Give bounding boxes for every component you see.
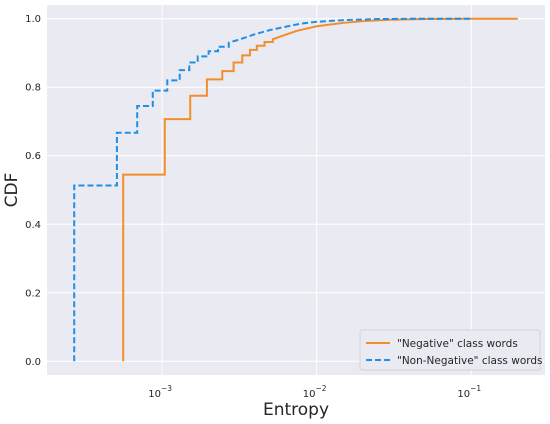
y-tick-label: 0.2 <box>25 288 41 299</box>
legend-label-non-negative: "Non-Negative" class words <box>397 355 543 367</box>
x-axis-title: Entropy <box>263 400 329 420</box>
legend-box <box>359 329 541 371</box>
x-tick-label: 10−3 <box>148 384 172 400</box>
legend-label-negative: "Negative" class words <box>397 338 518 350</box>
series-layer <box>73 17 518 362</box>
grid-lines <box>47 5 545 375</box>
y-tick-label: 0.8 <box>25 83 41 94</box>
x-tick-labels: 10−3 10−2 10−1 <box>148 384 481 400</box>
y-tick-labels: 0.0 0.2 0.4 0.6 0.8 1.0 <box>25 14 41 368</box>
x-tick-label: 10−2 <box>303 384 327 400</box>
x-tick-label: 10−1 <box>457 384 481 400</box>
y-tick-label: 0.4 <box>25 220 41 231</box>
y-tick-label: 1.0 <box>25 14 41 25</box>
y-tick-label: 0.0 <box>25 357 41 368</box>
y-axis-title: CDF <box>2 173 22 208</box>
series-negative-line <box>122 17 518 362</box>
series-non-negative-line <box>73 17 472 362</box>
legend: "Negative" class words "Non-Negative" cl… <box>359 329 543 371</box>
plot-background <box>47 5 545 375</box>
y-tick-label: 0.6 <box>25 151 41 162</box>
